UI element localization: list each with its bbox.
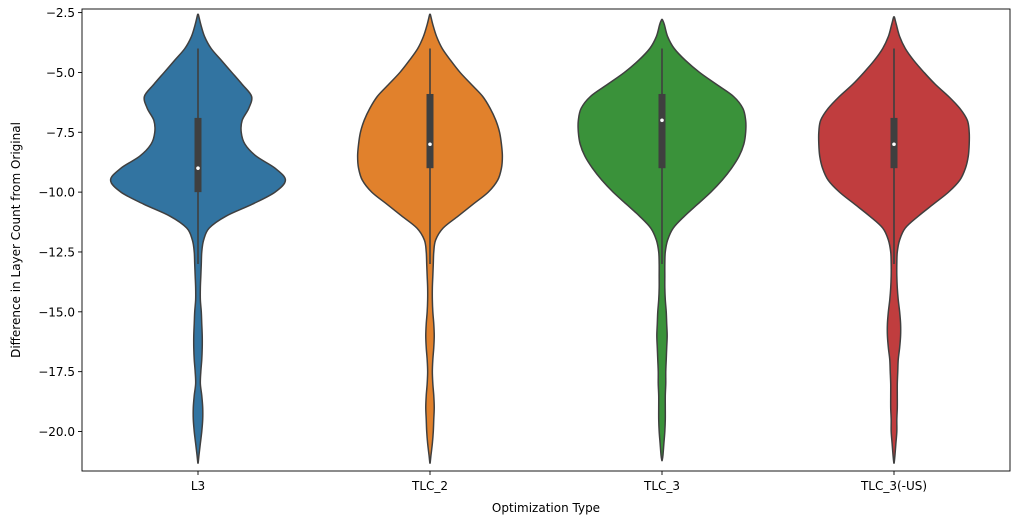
y-tick-label: −5.0 (46, 66, 75, 80)
x-axis: L3 TLC_2 TLC_3 TLC_3(-US) (191, 471, 927, 493)
x-axis-title: Optimization Type (492, 501, 600, 515)
y-tick-label: −7.5 (46, 126, 75, 140)
y-tick-label: −2.5 (46, 6, 75, 20)
y-tick-label: −17.5 (38, 365, 75, 379)
x-tick-label: TLC_2 (411, 479, 448, 493)
violins-layer (109, 13, 971, 464)
iqr-box (194, 117, 202, 193)
x-tick-label: L3 (191, 479, 205, 493)
x-tick-label: TLC_3 (643, 479, 680, 493)
y-tick-label: −10.0 (38, 186, 75, 200)
iqr-box (658, 93, 666, 169)
iqr-box (426, 93, 434, 169)
y-tick-label: −20.0 (38, 425, 75, 439)
y-axis: −2.5 −5.0 −7.5 −10.0 −12.5 −15.0 −17.5 −20.0 (38, 6, 82, 439)
median-dot (428, 142, 432, 147)
median-dot (196, 166, 200, 170)
y-tick-label: −12.5 (38, 245, 75, 259)
y-axis-title: Difference in Layer Count from Original (9, 122, 23, 358)
plot-frame (81, 8, 1011, 472)
violin-1 (109, 13, 287, 464)
violin-4 (817, 16, 971, 464)
violin-2 (356, 13, 504, 464)
median-dot (660, 118, 664, 123)
violin-3 (577, 18, 747, 462)
median-dot (892, 142, 896, 147)
x-tick-label: TLC_3(-US) (860, 479, 927, 493)
y-tick-label: −15.0 (38, 305, 75, 319)
